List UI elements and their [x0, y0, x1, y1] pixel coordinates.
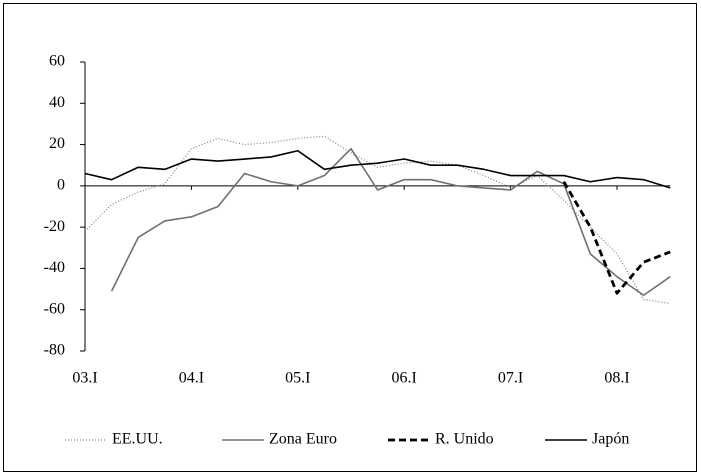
y-tick-label: -60 — [44, 300, 65, 317]
y-tick-label: 0 — [57, 177, 65, 194]
legend-label: Zona Euro — [269, 431, 337, 448]
x-tick-label: 05.I — [285, 370, 310, 387]
legend-label: R. Unido — [435, 431, 494, 448]
y-tick-label: 60 — [49, 53, 65, 70]
series-line — [110, 147, 671, 297]
x-tick-label: 08.I — [604, 370, 629, 387]
legend-label: Japón — [592, 431, 629, 448]
y-tick-label: -20 — [44, 218, 65, 235]
series-line — [84, 149, 671, 189]
frame — [3, 3, 697, 472]
x-tick-label: 07.I — [498, 370, 523, 387]
series-line — [84, 135, 671, 305]
legend-label: EE.UU. — [112, 431, 163, 448]
y-tick-label: 40 — [49, 94, 65, 111]
x-tick-label: 03.I — [72, 370, 97, 387]
y-tick-label: 20 — [49, 135, 65, 152]
x-tick-label: 06.I — [392, 370, 417, 387]
y-tick-label: -40 — [44, 259, 65, 276]
series-line — [562, 181, 671, 295]
y-tick-label: -80 — [44, 342, 65, 359]
x-tick-label: 04.I — [179, 370, 204, 387]
